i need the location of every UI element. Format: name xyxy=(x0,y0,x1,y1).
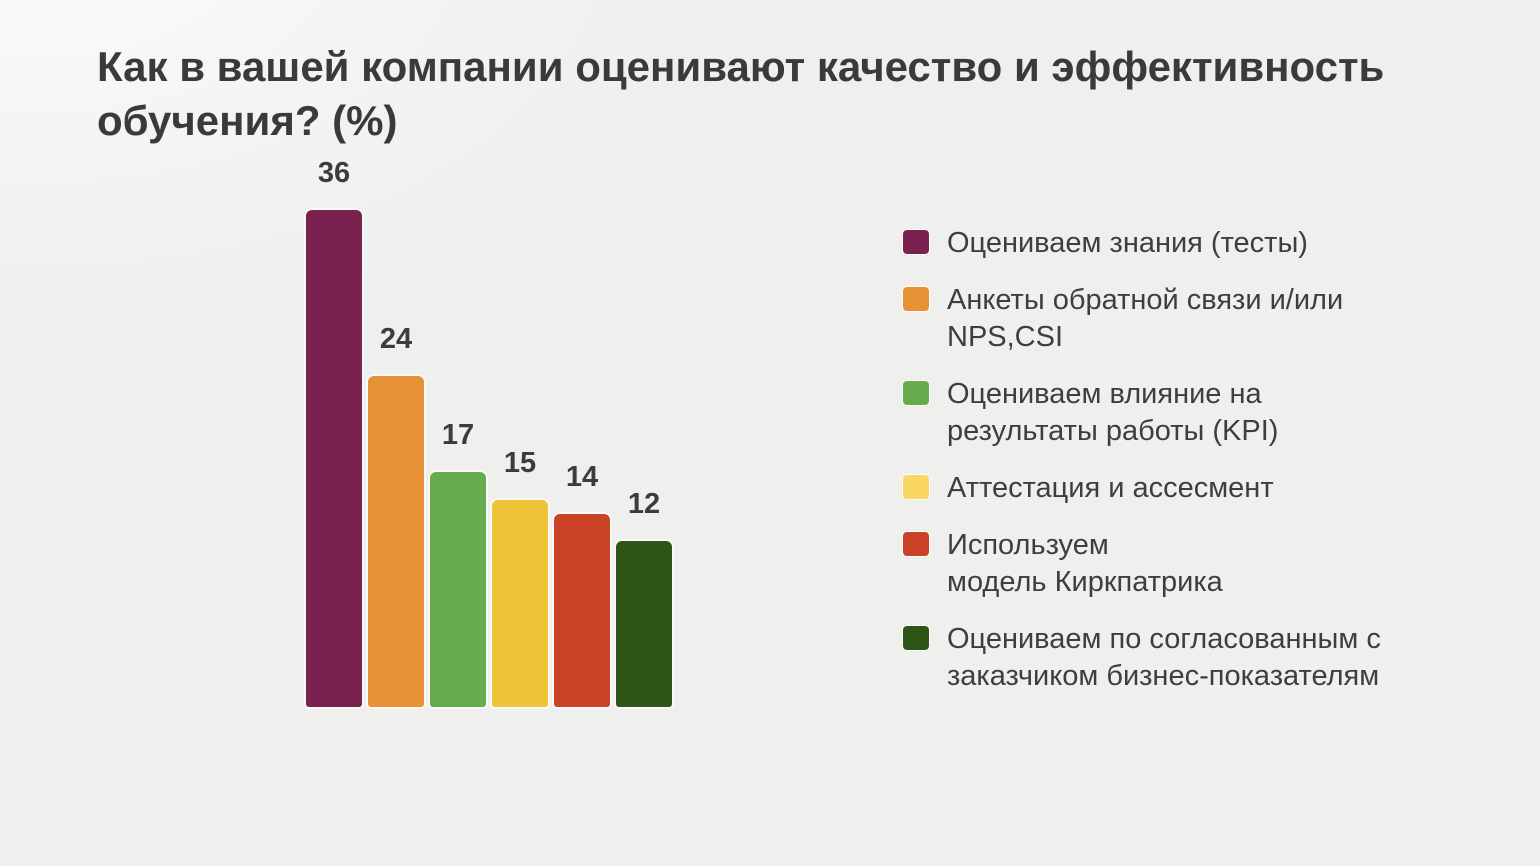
legend-label: Оцениваем влияние на результаты работы (K… xyxy=(947,378,1279,447)
bar-value-label: 12 xyxy=(627,488,661,520)
legend-item-4: Аттестация и ассесмент xyxy=(903,470,1381,507)
legend-item-5: Используем модель Киркпатрика xyxy=(903,527,1381,601)
bar-chart: 36 24 17 15 14 12 xyxy=(306,157,672,707)
bar-column-1: 36 xyxy=(306,157,362,707)
bar-4 xyxy=(492,500,548,707)
legend-item-1: Оцениваем знания (тесты) xyxy=(903,225,1381,262)
legend-swatch-icon xyxy=(903,532,929,556)
bar-column-4: 15 xyxy=(492,447,548,707)
bar-value-label: 14 xyxy=(565,461,599,493)
bar-value-label: 17 xyxy=(441,419,475,451)
legend-swatch-icon xyxy=(903,287,929,311)
legend-item-6: Оцениваем по согласованным с заказчиком б… xyxy=(903,621,1381,695)
bar-value-label: 36 xyxy=(317,157,351,189)
bar-column-3: 17 xyxy=(430,419,486,707)
legend-label: Используем модель Киркпатрика xyxy=(947,529,1223,598)
bar-5 xyxy=(554,514,610,707)
bar-value-label: 15 xyxy=(503,447,537,479)
legend-label: Оцениваем знания (тесты) xyxy=(947,227,1308,259)
chart-title: Как в вашей компании оценивают качество … xyxy=(97,43,1385,144)
bar-value-label: 24 xyxy=(379,323,413,355)
bar-column-5: 14 xyxy=(554,461,610,707)
legend-swatch-icon xyxy=(903,475,929,499)
bar-column-6: 12 xyxy=(616,488,672,707)
legend-item-3: Оцениваем влияние на результаты работы (K… xyxy=(903,376,1381,450)
legend-swatch-icon xyxy=(903,626,929,650)
legend-label: Оцениваем по согласованным с заказчиком б… xyxy=(947,623,1381,692)
bar-column-2: 24 xyxy=(368,323,424,707)
chart-legend: Оцениваем знания (тесты) Анкеты обратной … xyxy=(903,225,1381,695)
legend-label: Анкеты обратной связи и/или NPS,CSI xyxy=(947,284,1344,353)
bar-1 xyxy=(306,210,362,707)
legend-swatch-icon xyxy=(903,230,929,254)
bar-2 xyxy=(368,376,424,707)
legend-label: Аттестация и ассесмент xyxy=(947,472,1274,504)
bar-6 xyxy=(616,541,672,707)
bar-3 xyxy=(430,472,486,707)
legend-swatch-icon xyxy=(903,381,929,405)
legend-item-2: Анкеты обратной связи и/или NPS,CSI xyxy=(903,282,1381,356)
